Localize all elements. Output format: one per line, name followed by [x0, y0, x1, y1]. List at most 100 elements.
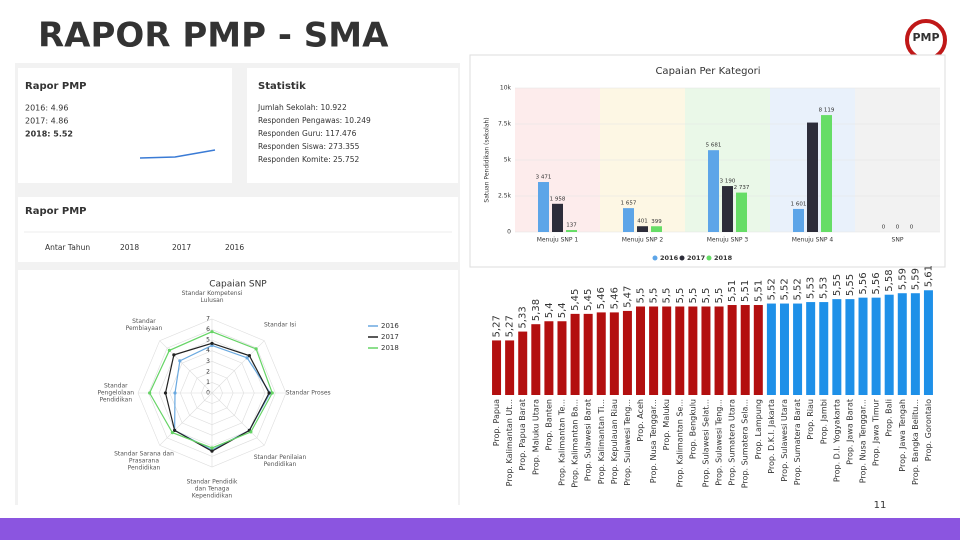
radar-point — [270, 391, 274, 395]
r-tick-label: 7 — [206, 316, 210, 323]
bar — [819, 302, 829, 395]
bar — [651, 226, 662, 232]
value-label: 5,5 — [701, 288, 712, 304]
radar-point — [249, 430, 253, 434]
bar — [727, 305, 737, 395]
x-tick-label: Prop. Aceh — [636, 399, 645, 442]
radar-point — [210, 449, 214, 453]
value-label: 5,5 — [662, 288, 673, 304]
value-label: 2 737 — [734, 185, 750, 191]
panel — [18, 270, 458, 505]
x-tick-label: Prop. Sulawesi Selat... — [701, 399, 710, 487]
bar — [583, 313, 593, 395]
value-label: 5,61 — [923, 265, 934, 287]
x-tick-label: Prop. Maluku Utara — [531, 399, 540, 475]
rapor-line: 2017: 4.86 — [25, 117, 68, 126]
bar — [714, 306, 724, 395]
value-label: 5,27 — [505, 315, 516, 337]
value-label: 5,56 — [871, 272, 882, 294]
sparkline — [139, 149, 216, 159]
bar — [807, 122, 818, 232]
legend-label: 2016 — [660, 254, 679, 262]
bar — [832, 299, 842, 395]
value-label: 5,4 — [544, 302, 555, 318]
panel-title: Rapor PMP — [25, 81, 87, 92]
bar — [531, 324, 541, 395]
bar — [637, 226, 648, 232]
bar — [753, 305, 763, 395]
value-label: 5,55 — [845, 274, 856, 296]
bar — [736, 192, 747, 232]
value-label: 5,5 — [675, 288, 686, 304]
value-label: 8 119 — [819, 108, 835, 114]
value-label: 5 681 — [706, 143, 722, 149]
bar — [766, 303, 776, 395]
axis-label: Standar Pembiayaan — [125, 317, 163, 332]
value-label: 5,45 — [583, 289, 594, 311]
bar — [845, 299, 855, 395]
stat-line: Responden Pengawas: 10.249 — [258, 116, 371, 125]
value-label: 5,53 — [806, 277, 817, 299]
radar-point — [172, 353, 176, 357]
bar — [923, 290, 933, 395]
bar — [505, 340, 515, 395]
value-label: 5,5 — [714, 288, 725, 304]
bar — [492, 340, 502, 395]
x-tick-label: Prop. Sulawesi Teng... — [715, 399, 724, 486]
value-label: 5,5 — [688, 288, 699, 304]
bar — [518, 331, 528, 395]
x-tick-label: SNP — [892, 237, 904, 244]
bar — [740, 305, 750, 395]
legend-swatch — [679, 255, 685, 261]
x-tick-label: Prop. Lampung — [754, 399, 763, 459]
x-tick-label: Menuju SNP 3 — [707, 237, 749, 244]
radar-point — [267, 391, 271, 395]
value-label: 5,46 — [596, 287, 607, 309]
stat-line: Responden Komite: 25.752 — [258, 155, 359, 164]
panel — [18, 68, 232, 183]
tab[interactable]: 2016 — [225, 243, 244, 252]
radar-point — [148, 391, 152, 395]
radar-point — [178, 359, 182, 363]
value-label: 401 — [637, 219, 648, 225]
x-tick-label: Prop. Sulawesi Teng... — [623, 399, 632, 486]
r-tick-label: 4 — [206, 347, 210, 354]
value-label: 5,59 — [897, 268, 908, 290]
x-tick-label: Prop. Gorontalo — [924, 399, 933, 461]
value-label: 5,46 — [609, 287, 620, 309]
tab[interactable]: 2017 — [172, 243, 191, 252]
r-tick-label: 2 — [206, 368, 210, 375]
value-label: 5,53 — [819, 277, 830, 299]
axis-label: Standar Isi — [263, 321, 297, 329]
legend-label: 2018 — [714, 254, 733, 262]
bar — [552, 203, 563, 232]
r-tick-label: 5 — [206, 337, 210, 344]
x-tick-label: Prop. Kalimantan Ba... — [571, 399, 580, 488]
axis-label: Standar Kompetensi Lulusan — [181, 289, 243, 304]
x-tick-label: Prop. D.I. Yogyakarta — [832, 399, 841, 482]
y-tick-label: 10k — [500, 85, 512, 92]
legend-label: 2017 — [687, 254, 705, 262]
x-tick-label: Prop. Bangka Belitu... — [911, 399, 920, 485]
x-tick-label: Prop. Banten — [544, 399, 553, 450]
tab[interactable]: 2018 — [120, 243, 139, 252]
bar — [566, 230, 577, 232]
y-tick-label: 5k — [504, 157, 512, 164]
value-label: 5,5 — [649, 288, 660, 304]
radar-point — [245, 356, 249, 360]
bar — [570, 313, 580, 395]
x-tick-label: Prop. Jawa Barat — [845, 399, 854, 465]
tab[interactable]: Antar Tahun — [45, 243, 90, 252]
x-tick-label: Prop. Sulawesi Barat — [584, 399, 593, 481]
value-label: 0 — [896, 225, 900, 231]
value-label: 1 657 — [621, 201, 637, 207]
value-label: 5,52 — [793, 278, 804, 300]
y-axis-label: Satuan Pendidikan (sekolah) — [484, 117, 491, 202]
legend-label: 2017 — [381, 333, 399, 341]
spoke — [159, 392, 213, 446]
value-label: 5,27 — [492, 315, 503, 337]
value-label: 5,5 — [636, 288, 647, 304]
axis-label: Standar Pengelolaan Pendidikan — [97, 382, 135, 404]
x-tick-label: Prop. Bali — [885, 399, 894, 437]
